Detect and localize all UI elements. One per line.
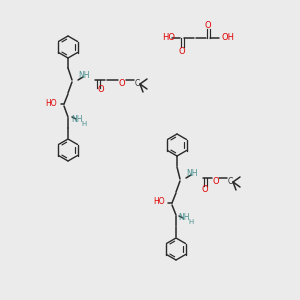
- Text: NH: NH: [186, 169, 198, 178]
- Text: NH: NH: [71, 116, 83, 124]
- Text: O: O: [205, 20, 211, 29]
- Text: HO: HO: [153, 197, 165, 206]
- Text: H: H: [81, 121, 87, 127]
- Text: O: O: [179, 46, 185, 56]
- Text: O: O: [213, 176, 219, 185]
- Text: OH: OH: [222, 34, 235, 43]
- Text: NH: NH: [178, 214, 190, 223]
- Text: HO: HO: [162, 34, 175, 43]
- Text: C: C: [134, 80, 140, 88]
- Text: O: O: [98, 85, 104, 94]
- Text: O: O: [202, 185, 208, 194]
- Text: O: O: [119, 79, 125, 88]
- Text: HO: HO: [45, 98, 57, 107]
- Text: H: H: [188, 219, 194, 225]
- Text: NH: NH: [78, 70, 90, 80]
- Text: C: C: [227, 178, 232, 187]
